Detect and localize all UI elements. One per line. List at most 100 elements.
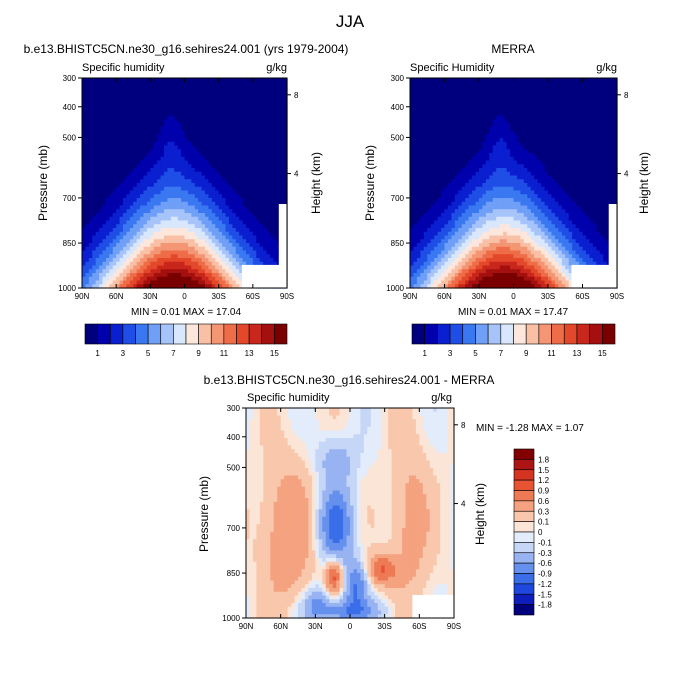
contour-cell (198, 126, 203, 132)
contour-cell (410, 104, 415, 109)
contour-cell (579, 145, 584, 150)
contour-cell (269, 141, 274, 147)
contour-cell (211, 145, 216, 150)
contour-cell (126, 280, 131, 285)
contour-cell (102, 190, 107, 195)
contour-cell (437, 149, 442, 154)
contour-cell (181, 156, 186, 162)
contour-cell (85, 164, 90, 169)
contour-cell (164, 100, 169, 105)
contour-cell (177, 190, 182, 195)
contour-cell (441, 108, 446, 113)
contour-cell (475, 160, 480, 165)
contour-cell (447, 78, 452, 83)
contour-cell (105, 194, 110, 199)
contour-cell (205, 138, 210, 143)
contour-cell (112, 149, 117, 154)
contour-cell (92, 183, 97, 188)
contour-cell (160, 100, 165, 105)
contour-cell (565, 115, 570, 120)
contour-cell (554, 78, 559, 83)
contour-cell (534, 168, 539, 173)
contour-cell (164, 171, 169, 177)
contour-cell (441, 119, 446, 124)
contour-cell (273, 126, 278, 132)
contour-cell (198, 104, 203, 109)
contour-cell (109, 269, 114, 274)
contour-cell (88, 209, 93, 214)
contour-cell (170, 205, 175, 210)
contour-cell (225, 145, 230, 150)
contour-cell (575, 153, 580, 158)
contour-cell (252, 220, 257, 225)
contour-cell (85, 216, 90, 222)
contour-cell (225, 198, 230, 203)
contour-cell (174, 171, 179, 177)
contour-cell (242, 141, 247, 147)
contour-cell (85, 243, 90, 248)
contour-cell (252, 171, 257, 177)
contour-cell (215, 224, 220, 229)
contour-cell (235, 235, 240, 240)
contour-cell (201, 231, 206, 237)
contour-cell (194, 171, 199, 177)
contour-cell (160, 209, 165, 214)
contour-cell (558, 156, 563, 162)
contour-cell (551, 119, 556, 124)
x-tick-label: 30N (143, 292, 158, 301)
contour-cell (153, 228, 158, 233)
contour-cell (561, 89, 566, 94)
contour-cell (541, 134, 546, 139)
contour-cell (606, 123, 611, 128)
contour-cell (112, 190, 117, 195)
contour-cell (95, 220, 100, 225)
contour-cell (146, 123, 151, 128)
contour-cell (269, 201, 274, 207)
contour-cell (102, 198, 107, 203)
contour-cell (181, 89, 186, 94)
contour-cell (153, 108, 158, 113)
contour-cell (116, 156, 121, 162)
contour-cell (263, 201, 268, 207)
contour-cell (133, 126, 138, 132)
contour-cell (465, 138, 470, 143)
contour-cell (263, 164, 268, 169)
contour-cell (263, 85, 268, 90)
contour-cell (95, 276, 100, 282)
contour-cell (276, 175, 281, 180)
contour-cell (143, 231, 148, 237)
contour-cell (610, 130, 615, 135)
contour-cell (222, 231, 227, 237)
contour-cell (211, 280, 216, 285)
contour-cell (232, 145, 237, 150)
contour-cell (184, 171, 189, 177)
contour-cell (423, 123, 428, 128)
contour-cell (561, 160, 566, 165)
contour-cell (259, 153, 264, 158)
contour-cell (232, 198, 237, 203)
contour-cell (95, 168, 100, 173)
contour-cell (585, 149, 590, 154)
contour-cell (572, 171, 577, 177)
contour-cell (599, 134, 604, 139)
contour-cell (167, 216, 172, 222)
contour-cell (489, 156, 494, 162)
contour-cell (232, 243, 237, 248)
contour-cell (266, 198, 271, 203)
contour-cell (430, 168, 435, 173)
contour-cell (427, 145, 432, 150)
contour-cell (485, 111, 490, 117)
contour-cell (266, 78, 271, 83)
contour-cell (273, 160, 278, 165)
contour-cell (441, 81, 446, 87)
contour-cell (283, 119, 288, 124)
contour-cell (129, 183, 134, 188)
contour-cell (215, 269, 220, 274)
contour-cell (143, 160, 148, 165)
contour-cell (242, 145, 247, 150)
contour-cell (444, 93, 449, 98)
contour-cell (133, 130, 138, 135)
contour-cell (246, 239, 251, 244)
contour-cell (280, 164, 285, 169)
contour-cell (150, 198, 155, 203)
